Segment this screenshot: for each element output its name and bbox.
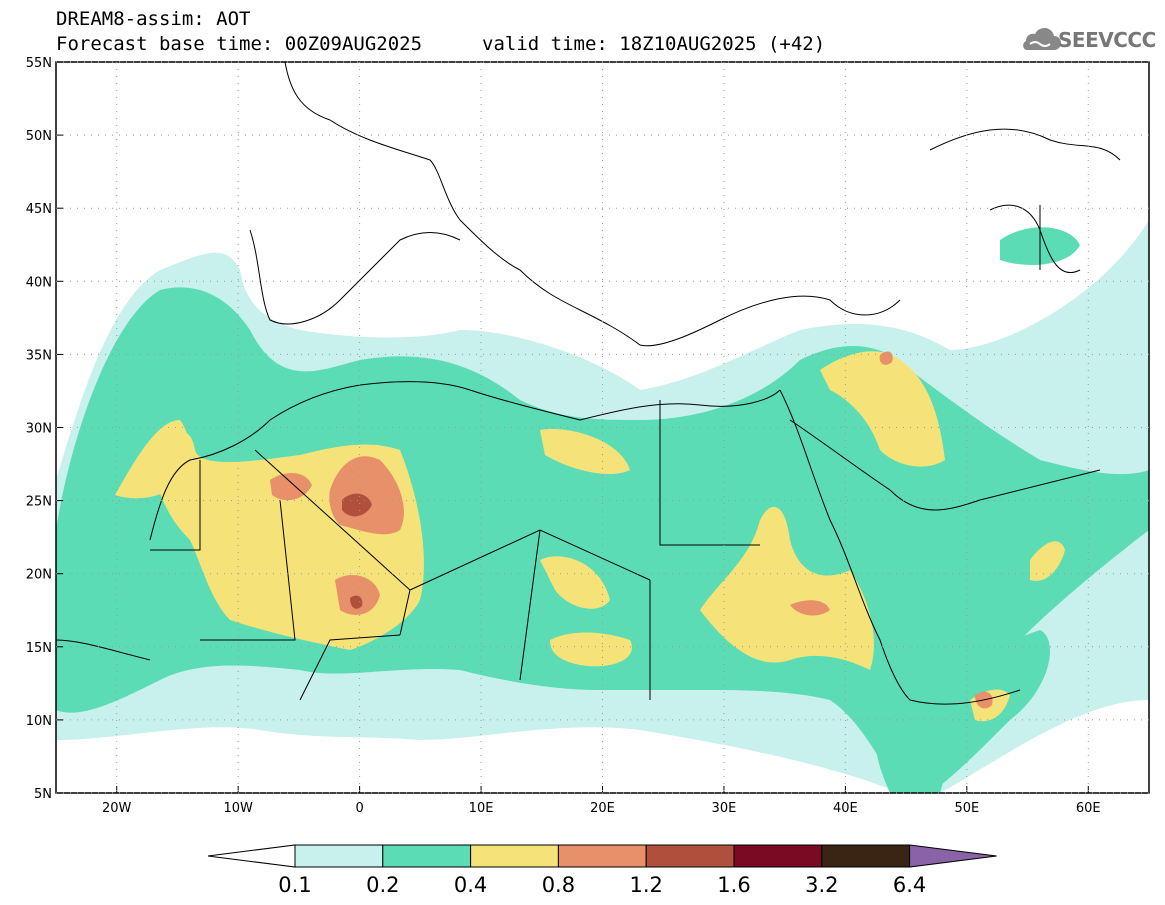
lat-tick-label: 25N <box>26 495 52 510</box>
aot-contour-1.2 <box>342 493 372 517</box>
colorbar-label: 3.2 <box>805 873 838 897</box>
lat-tick-label: 15N <box>26 641 52 656</box>
lon-tick-label: 40E <box>833 801 858 816</box>
colorbar-box <box>821 844 911 868</box>
forecast-base-time: Forecast base time: 00Z09AUG2025 <box>56 33 423 55</box>
colorbar-label: 1.6 <box>717 873 750 897</box>
coastlines-borders <box>56 62 1121 705</box>
lon-tick-label: 10E <box>469 801 494 816</box>
lon-tick-label: 0 <box>355 801 363 816</box>
cloud-icon <box>1023 27 1061 50</box>
lat-tick-label: 50N <box>26 129 52 144</box>
lat-tick-label: 55N <box>26 56 52 71</box>
lon-tick-label: 30E <box>712 801 737 816</box>
colorbar-label: 6.4 <box>893 873 926 897</box>
lon-tick-label: 50E <box>954 801 979 816</box>
lat-tick-label: 20N <box>26 568 52 583</box>
valid-time: valid time: 18Z10AUG2025 (+42) <box>482 33 826 55</box>
lat-tick-label: 35N <box>26 348 52 363</box>
colorbar-box <box>470 844 559 868</box>
colorbar-box <box>557 844 647 868</box>
colorbar-box <box>733 844 823 868</box>
axis-ticks: 20W 10W 0 10E 20E 30E 40E 50E 60E 55N 50N 45N 40N 35N… <box>26 56 1149 816</box>
colorbar-box <box>294 844 384 868</box>
colorbar-label: 0.2 <box>366 873 399 897</box>
lon-tick-label: 20W <box>102 801 132 816</box>
aot-field <box>56 220 1149 793</box>
colorbar-box <box>645 844 735 868</box>
lat-tick-label: 5N <box>34 787 52 802</box>
colorbar-low-arrow <box>207 844 296 868</box>
lon-tick-label: 60E <box>1076 801 1101 816</box>
lat-tick-label: 10N <box>26 714 52 729</box>
lon-tick-label: 10W <box>223 801 253 816</box>
colorbar-label: 0.1 <box>278 873 311 897</box>
lon-tick-label: 20E <box>590 801 615 816</box>
title-line-1: DREAM8-assim: AOT <box>56 8 251 30</box>
lat-tick-label: 45N <box>26 202 52 217</box>
lat-tick-label: 40N <box>26 275 52 290</box>
colorbar-box <box>382 844 472 868</box>
colorbar-label: 1.2 <box>629 873 662 897</box>
colorbar-label: 0.8 <box>542 873 575 897</box>
colorbar-high-arrow <box>909 844 997 868</box>
logo-text: SEEVCCC <box>1058 28 1156 52</box>
colorbar-label: 0.4 <box>454 873 487 897</box>
lat-tick-label: 30N <box>26 422 52 437</box>
